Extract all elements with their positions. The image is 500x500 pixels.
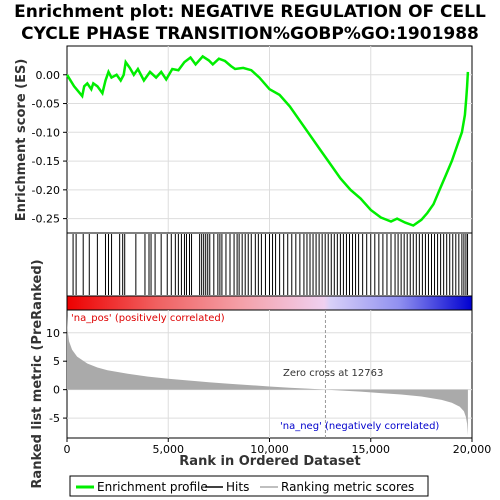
legend-label-enrichment: Enrichment profile: [97, 480, 208, 494]
metric-y-axis-label: Ranked list metric (PreRanked): [30, 259, 45, 488]
metric-y-tick-label: 5: [53, 355, 60, 368]
metric-x-tick-label: 20,000: [453, 443, 492, 456]
metric-y-tick-label: -5: [49, 412, 60, 425]
metric-grid: [67, 310, 472, 438]
es-y-tick-label: -0.25: [32, 213, 60, 226]
es-y-tick-label: -0.15: [32, 155, 60, 168]
hit-lines: [72, 234, 469, 295]
es-y-tick-label: 0.00: [36, 69, 61, 82]
es-y-tick-label: -0.05: [32, 98, 60, 111]
chart-title-line2: CYCLE PHASE TRANSITION%GOBP%GO:1901988: [21, 24, 479, 44]
hits-panel: [66, 232, 473, 297]
enrichment-score-panel: 0.00 -0.05 -0.10 -0.15 -0.20 -0.25 Enrichment…: [14, 45, 473, 234]
legend-frame: [69, 475, 429, 497]
heatmap-panel: [66, 295, 473, 311]
es-y-tick-label: -0.10: [32, 126, 60, 139]
metric-y-tick-label: 10: [46, 327, 60, 340]
legend-label-hits: Hits: [226, 480, 249, 494]
metric-x-tick-label: 15,000: [352, 443, 391, 456]
positive-correlation-label: 'na_pos' (positively correlated): [71, 313, 225, 324]
metric-x-tick-label: 5,000: [153, 443, 185, 456]
metric-x-ticks: 0 5,000 10,000 15,000 20,000: [64, 438, 492, 456]
es-y-tick-label: -0.20: [32, 184, 60, 197]
correlation-heatmap-bar: [66, 295, 473, 311]
es-y-ticks: 0.00 -0.05 -0.10 -0.15 -0.20 -0.25: [32, 69, 67, 226]
ranked-metric-panel: 10 5 0 -5 0 5,000 10,000 15,000 20,000 'na_pos'…: [30, 259, 491, 488]
metric-x-tick-label: 10,000: [250, 443, 289, 456]
zero-cross-label: Zero cross at 12763: [283, 368, 383, 379]
legend: Enrichment profile Hits Ranking metric s…: [69, 475, 429, 497]
enrichment-profile-line: [65, 54, 470, 227]
metric-y-ticks: 10 5 0 -5: [46, 327, 67, 425]
x-axis-label: Rank in Ordered Dataset: [179, 454, 360, 469]
es-y-axis-label: Enrichment score (ES): [14, 59, 29, 222]
legend-label-metric: Ranking metric scores: [281, 480, 414, 494]
negative-correlation-label: 'na_neg' (negatively correlated): [280, 421, 439, 432]
chart-title-line1: Enrichment plot: NEGATIVE REGULATION OF …: [14, 2, 486, 22]
metric-x-tick-label: 0: [64, 443, 71, 456]
metric-y-tick-label: 0: [53, 384, 60, 397]
